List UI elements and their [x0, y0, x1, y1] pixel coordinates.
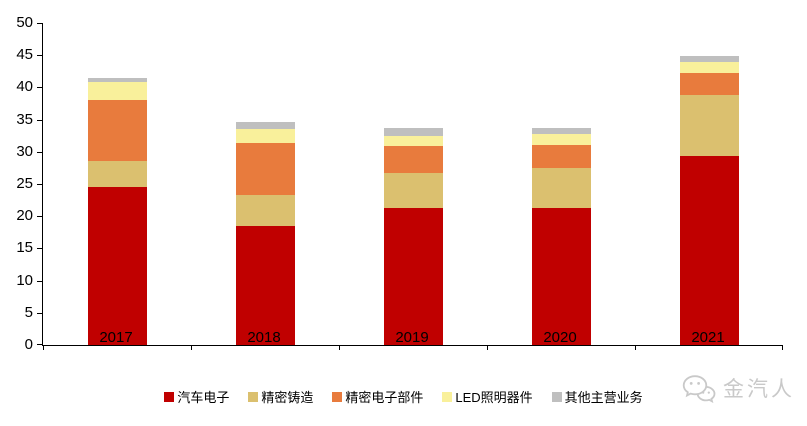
- bar-segment: [679, 55, 739, 62]
- watermark-text: 金汽人: [723, 378, 795, 401]
- bar-segment: [679, 61, 739, 74]
- bar-slot-2017: [43, 23, 191, 345]
- x-tick: [782, 345, 783, 350]
- bar-segment: [87, 77, 147, 83]
- wechat-icon: [682, 374, 716, 403]
- bar-segment: [235, 194, 295, 226]
- y-axis-tick-label: 15: [16, 239, 33, 257]
- legend-swatch: [551, 391, 562, 402]
- bar-segment: [235, 128, 295, 143]
- x-axis-tick-label: 2017: [99, 329, 133, 346]
- y-axis-tick-label: 30: [16, 142, 33, 160]
- legend-item: 精密电子部件: [332, 387, 423, 406]
- y-axis-tick-label: 45: [16, 46, 33, 64]
- bar-segment: [383, 173, 443, 209]
- stacked-bar-2020: [531, 23, 591, 345]
- y-axis-tick-label: 40: [16, 78, 33, 96]
- x-tick: [43, 345, 44, 350]
- legend-swatch: [248, 391, 259, 402]
- bar-segment: [383, 208, 443, 345]
- bar-segment: [679, 95, 739, 156]
- bar-segment: [531, 208, 591, 345]
- stacked-bar-2018: [235, 23, 295, 345]
- stacked-bar-2017: [87, 23, 147, 345]
- y-tick: [37, 280, 43, 282]
- bar-segment: [531, 167, 591, 209]
- bar-segment: [383, 135, 443, 147]
- bar-segment: [531, 144, 591, 168]
- y-tick: [37, 312, 43, 314]
- bar-slot-2019: [339, 23, 487, 345]
- y-axis-tick-label: 50: [16, 14, 33, 31]
- x-axis-tick-label: 2021: [691, 329, 725, 346]
- x-tick: [339, 345, 340, 350]
- y-tick: [37, 119, 43, 121]
- bar-segment: [87, 99, 147, 161]
- x-tick: [635, 345, 636, 350]
- y-tick: [37, 216, 43, 218]
- bar-segment: [235, 225, 295, 345]
- y-axis-tick-label: 5: [24, 303, 33, 321]
- stacked-bar-2019: [383, 23, 443, 345]
- y-axis-tick-label: 25: [16, 175, 33, 192]
- bar-segment: [87, 186, 147, 345]
- bar-slot-2021: [635, 23, 783, 345]
- y-tick: [37, 248, 43, 250]
- y-tick: [37, 23, 43, 24]
- x-axis-tick-label: 2019: [395, 329, 429, 346]
- y-axis-tick-label: 10: [16, 271, 33, 289]
- y-tick: [37, 151, 43, 153]
- plot-area: [37, 23, 783, 350]
- bar-segment: [679, 155, 739, 345]
- legend: 汽车电子 精密铸造 精密电子部件 LED照明器件 其他主营业务: [0, 387, 807, 406]
- bar-segment: [679, 73, 739, 96]
- bar-segment: [383, 146, 443, 174]
- y-axis-tick-label: 35: [16, 110, 33, 128]
- x-tick: [191, 345, 192, 350]
- bar-segment: [531, 128, 591, 134]
- legend-label: LED照明器件: [455, 390, 533, 405]
- bar-segment: [235, 142, 295, 195]
- legend-item: LED照明器件: [442, 387, 533, 406]
- stacked-bar-2021: [679, 23, 739, 345]
- bar-segment: [87, 160, 147, 187]
- legend-item: 其他主营业务: [551, 387, 643, 406]
- legend-label: 精密电子部件: [345, 390, 424, 405]
- bar-segment: [87, 82, 147, 100]
- bar-slot-2018: [191, 23, 339, 345]
- legend-label: 其他主营业务: [564, 390, 643, 405]
- y-tick: [37, 87, 43, 89]
- legend-item: 精密铸造: [248, 387, 313, 406]
- x-axis-tick-label: 2020: [543, 329, 577, 346]
- x-axis-tick-label: 2018: [247, 329, 281, 346]
- legend-label: 精密铸造: [261, 390, 314, 405]
- bar-slot-2020: [487, 23, 635, 345]
- legend-swatch: [332, 391, 343, 402]
- y-tick: [37, 184, 43, 185]
- x-tick: [487, 345, 488, 350]
- legend-item: 汽车电子: [164, 387, 229, 406]
- legend-label: 汽车电子: [177, 390, 230, 405]
- y-axis-tick-label: 0: [24, 336, 33, 353]
- legend-swatch: [164, 391, 175, 402]
- y-tick: [37, 55, 43, 57]
- bar-segment: [235, 121, 295, 129]
- y-tick: [37, 344, 43, 345]
- legend-swatch: [442, 391, 453, 402]
- y-axis-tick-label: 20: [16, 207, 33, 225]
- bar-segment: [531, 133, 591, 145]
- watermark: 金汽人: [682, 373, 795, 403]
- bar-segment: [383, 127, 443, 136]
